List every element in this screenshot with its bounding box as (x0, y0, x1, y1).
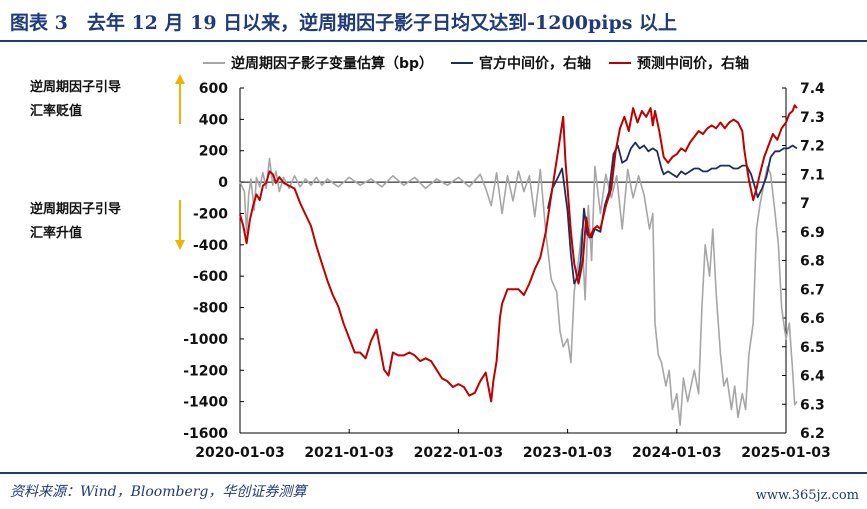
y-left-tick-label: 0 (218, 175, 228, 191)
chart-title: 图表 3 去年 12 月 19 日以来，逆周期因子影子日均又达到-1200pip… (10, 12, 678, 34)
y-right-tick-label: 6.7 (800, 282, 825, 298)
y-right-tick-label: 6.4 (800, 369, 825, 385)
series-line-forecast (239, 104, 798, 403)
title-bar: 图表 3 去年 12 月 19 日以来，逆周期因子影子日均又达到-1200pip… (0, 0, 867, 42)
watermark: www.365jz.com (755, 488, 859, 503)
legend-item-forecast: 预测中间价，右轴 (609, 53, 749, 73)
legend-item-shadow: 逆周期因子影子变量估算（bp） (203, 53, 433, 73)
chart-legend: 逆周期因子影子变量估算（bp） 官方中间价，右轴 预测中间价，右轴 (203, 53, 749, 73)
y-right-tick-label: 7.4 (800, 81, 825, 97)
y-right-tick-label: 6.2 (800, 426, 825, 442)
x-tick-label: 2025-01-03 (741, 445, 831, 461)
annotation-depreciation-line2: 汇率贬值 (30, 104, 83, 119)
legend-label-official: 官方中间价，右轴 (479, 56, 592, 72)
x-tick-label: 2024-01-03 (632, 445, 722, 461)
y-right-tick-label: 6.5 (800, 340, 825, 356)
title-rule (0, 40, 867, 42)
annotation-appreciation-line1: 逆周期因子引导 (30, 202, 122, 217)
annotation-depreciation: 逆周期因子引导 汇率贬值 (30, 76, 121, 124)
legend-label-shadow: 逆周期因子影子变量估算（bp） (231, 56, 434, 72)
legend-swatch-gray (203, 62, 225, 64)
legend-swatch-navy (451, 62, 474, 64)
y-right-tick-label: 7.2 (800, 139, 825, 155)
y-right-tick-label: 7.1 (800, 167, 825, 183)
y-left-tick-label: -200 (193, 206, 228, 222)
x-tick-label: 2022-01-03 (414, 445, 504, 461)
annotation-appreciation: 逆周期因子引导 汇率升值 (30, 198, 121, 246)
y-left-tick-label: -800 (193, 301, 228, 317)
y-left-tick-label: -600 (193, 269, 228, 285)
bottom-rule (0, 472, 867, 474)
source-note: 资料来源：Wind，Bloomberg，华创证券测算 (10, 484, 307, 500)
down-arrow-icon (175, 200, 185, 250)
y-left-tick-label: 400 (199, 112, 228, 128)
y-left-tick-label: -1200 (183, 363, 228, 379)
legend-item-official: 官方中间价，右轴 (451, 53, 591, 73)
x-tick-label: 2021-01-03 (304, 445, 394, 461)
y-right-tick-label: 7 (800, 196, 810, 212)
legend-swatch-red (609, 62, 632, 64)
x-tick-label: 2023-01-03 (523, 445, 613, 461)
y-right-tick-label: 7.3 (800, 110, 825, 126)
y-right-tick-label: 6.3 (800, 397, 825, 413)
series-line-shadow (239, 157, 798, 426)
y-left-tick-label: -400 (193, 238, 228, 254)
y-right-tick-label: 6.6 (800, 311, 825, 327)
y-right-tick-label: 6.9 (800, 225, 825, 241)
y-left-tick-label: -1000 (183, 332, 228, 348)
y-right-tick-label: 6.8 (800, 254, 825, 270)
y-left-tick-label: 200 (199, 144, 228, 160)
y-left-tick-label: -1600 (183, 426, 228, 442)
up-arrow-icon (175, 74, 185, 124)
annotation-appreciation-line2: 汇率升值 (30, 226, 83, 241)
annotation-depreciation-line1: 逆周期因子引导 (30, 80, 122, 95)
legend-label-forecast: 预测中间价，右轴 (637, 56, 750, 72)
y-left-tick-label: 600 (199, 81, 228, 97)
y-left-tick-label: -1400 (183, 395, 228, 411)
x-tick-label: 2020-01-03 (195, 445, 285, 461)
